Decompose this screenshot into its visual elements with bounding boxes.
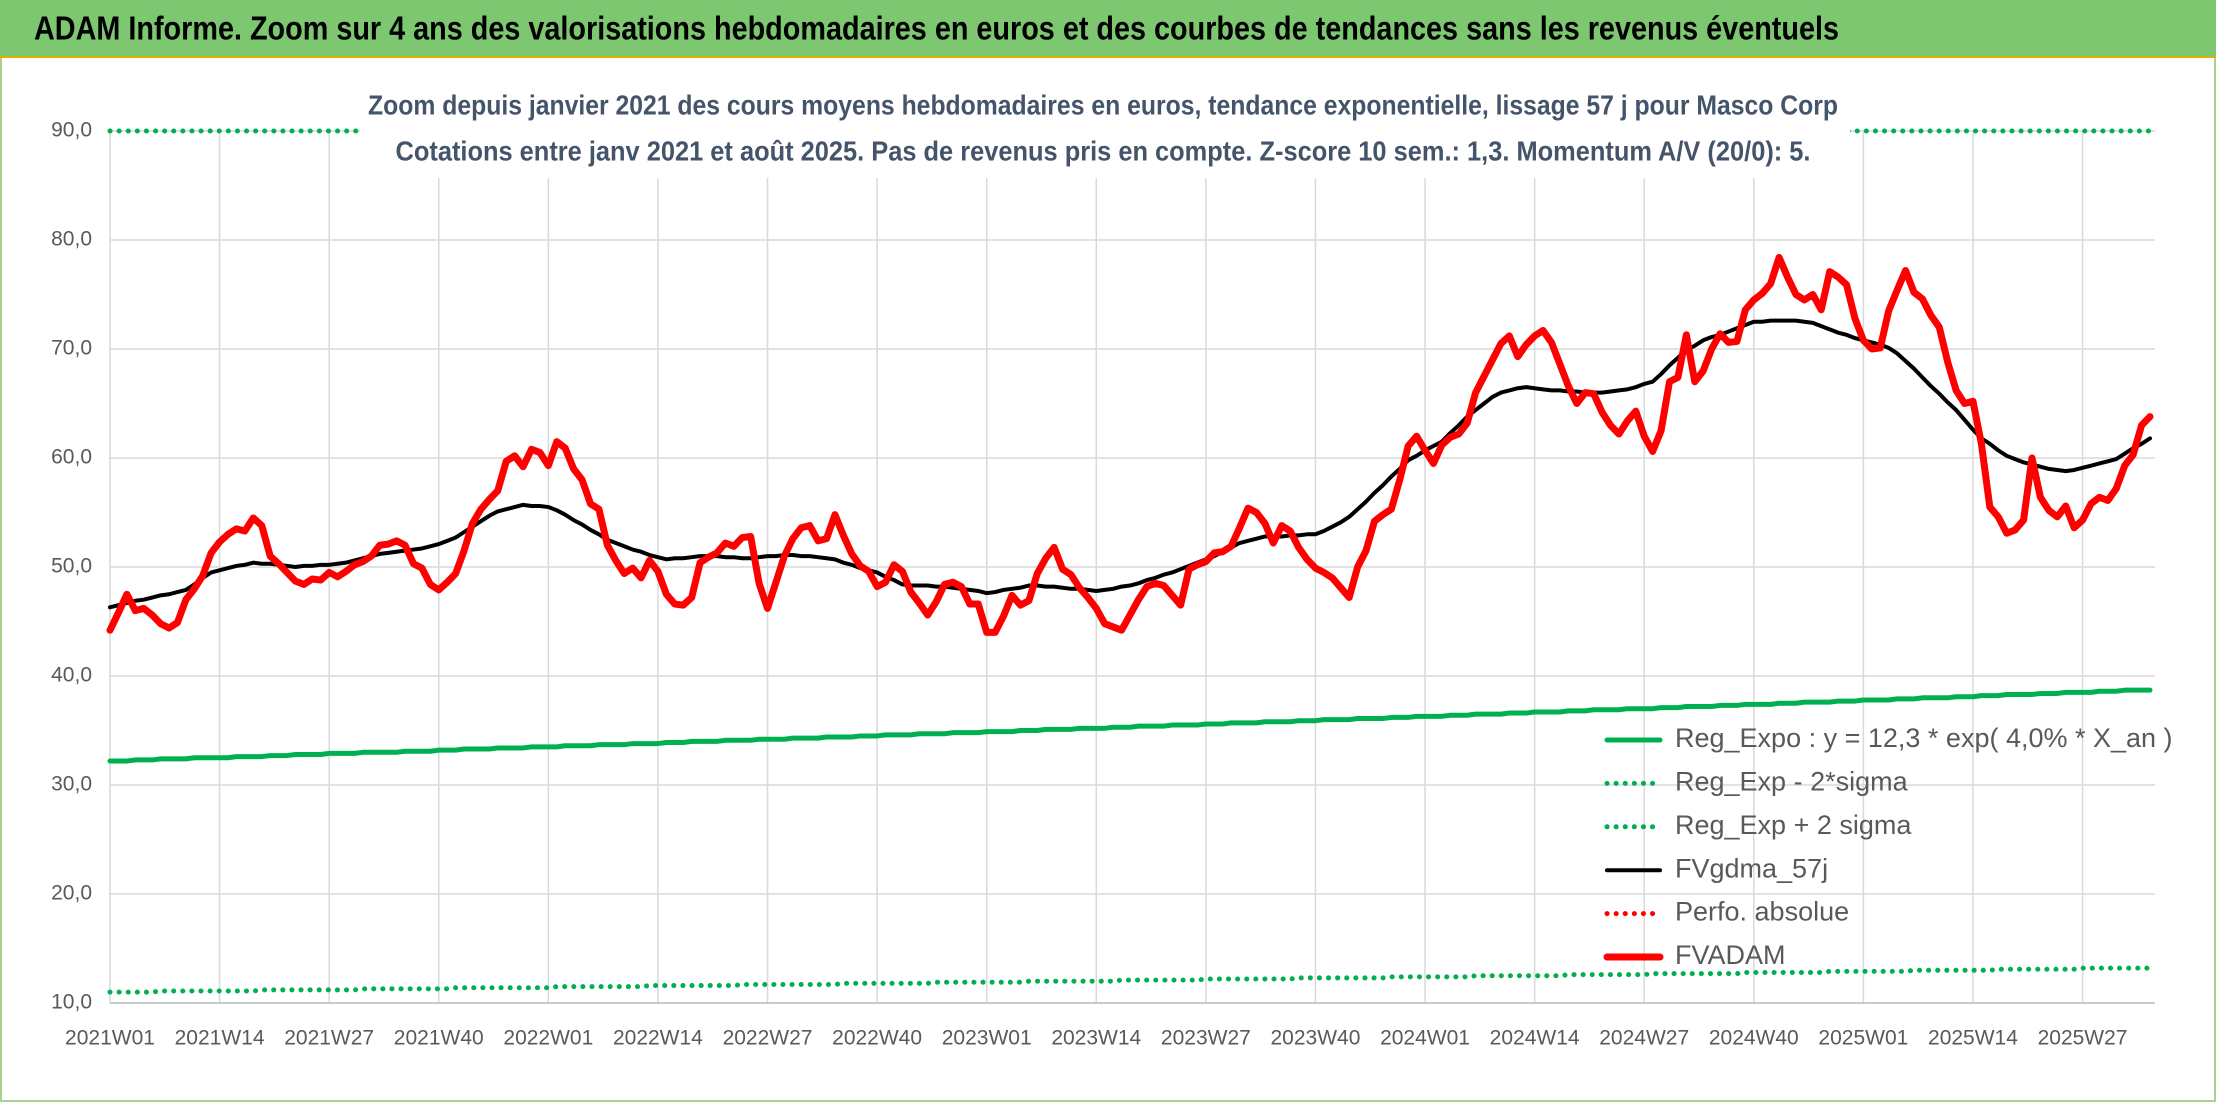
legend-label: Reg_Expo : y = 12,3 * exp( 4,0% * X_an ) (1675, 723, 2173, 753)
chart-subtitle: Cotations entre janv 2021 et août 2025. … (396, 135, 1811, 166)
y-tick-label: 60,0 (51, 446, 92, 469)
legend-label: FVgdma_57j (1675, 853, 1828, 883)
y-tick-label: 30,0 (51, 773, 92, 796)
x-tick-label: 2024W27 (1599, 1027, 1689, 1050)
x-tick-label: 2024W14 (1490, 1027, 1580, 1050)
x-tick-label: 2024W40 (1709, 1027, 1799, 1050)
legend-label: Reg_Exp - 2*sigma (1675, 767, 1909, 797)
y-tick-label: 80,0 (51, 228, 92, 251)
legend-label: Reg_Exp + 2 sigma (1675, 810, 1912, 840)
header-band (0, 0, 2216, 57)
series-line (107, 687, 2153, 764)
x-tick-label: 2023W27 (1161, 1027, 1251, 1050)
x-tick-label: 2022W14 (613, 1027, 703, 1050)
x-tick-label: 2023W01 (942, 1027, 1032, 1050)
legend-label: FVADAM (1675, 940, 1786, 970)
x-tick-label: 2022W40 (832, 1027, 922, 1050)
y-tick-label: 40,0 (51, 664, 92, 687)
chart-title: Zoom depuis janvier 2021 des cours moyen… (368, 89, 1838, 120)
x-tick-label: 2024W01 (1380, 1027, 1470, 1050)
x-tick-label: 2021W14 (175, 1027, 265, 1050)
header-title: ADAM Informe. Zoom sur 4 ans des valoris… (34, 10, 1839, 47)
plot-area: 10,0 20,0 30,0 40,0 50,0 60,0 70,0 80,0 90,0 2021… (51, 119, 2155, 1050)
x-tick-label: 2023W14 (1051, 1027, 1141, 1050)
x-tick-label: 2021W40 (394, 1027, 484, 1050)
subtitle-background (360, 84, 1850, 178)
x-tick-label: 2022W27 (723, 1027, 813, 1050)
x-tick-label: 2021W27 (284, 1027, 374, 1050)
x-tick-label: 2025W27 (2038, 1027, 2128, 1050)
series-line (108, 318, 2152, 610)
y-tick-label: 90,0 (51, 119, 92, 142)
series-line (106, 253, 2154, 636)
y-tick-label: 20,0 (51, 882, 92, 905)
x-tick-label: 2022W01 (503, 1027, 593, 1050)
y-tick-label: 50,0 (51, 555, 92, 578)
y-tick-label: 70,0 (51, 337, 92, 360)
legend-label: Perfo. absolue (1675, 897, 1849, 927)
x-tick-label: 2025W01 (1818, 1027, 1908, 1050)
x-tick-label: 2023W40 (1271, 1027, 1361, 1050)
y-tick-label: 10,0 (51, 991, 92, 1014)
series-line (107, 965, 2153, 995)
overlay: Zoom depuis janvier 2021 des cours moyen… (360, 84, 1850, 178)
x-tick-label: 2025W14 (1928, 1027, 2018, 1050)
legend: Reg_Expo : y = 12,3 * exp( 4,0% * X_an )… (1603, 723, 2173, 970)
x-tick-label: 2021W01 (65, 1027, 155, 1050)
